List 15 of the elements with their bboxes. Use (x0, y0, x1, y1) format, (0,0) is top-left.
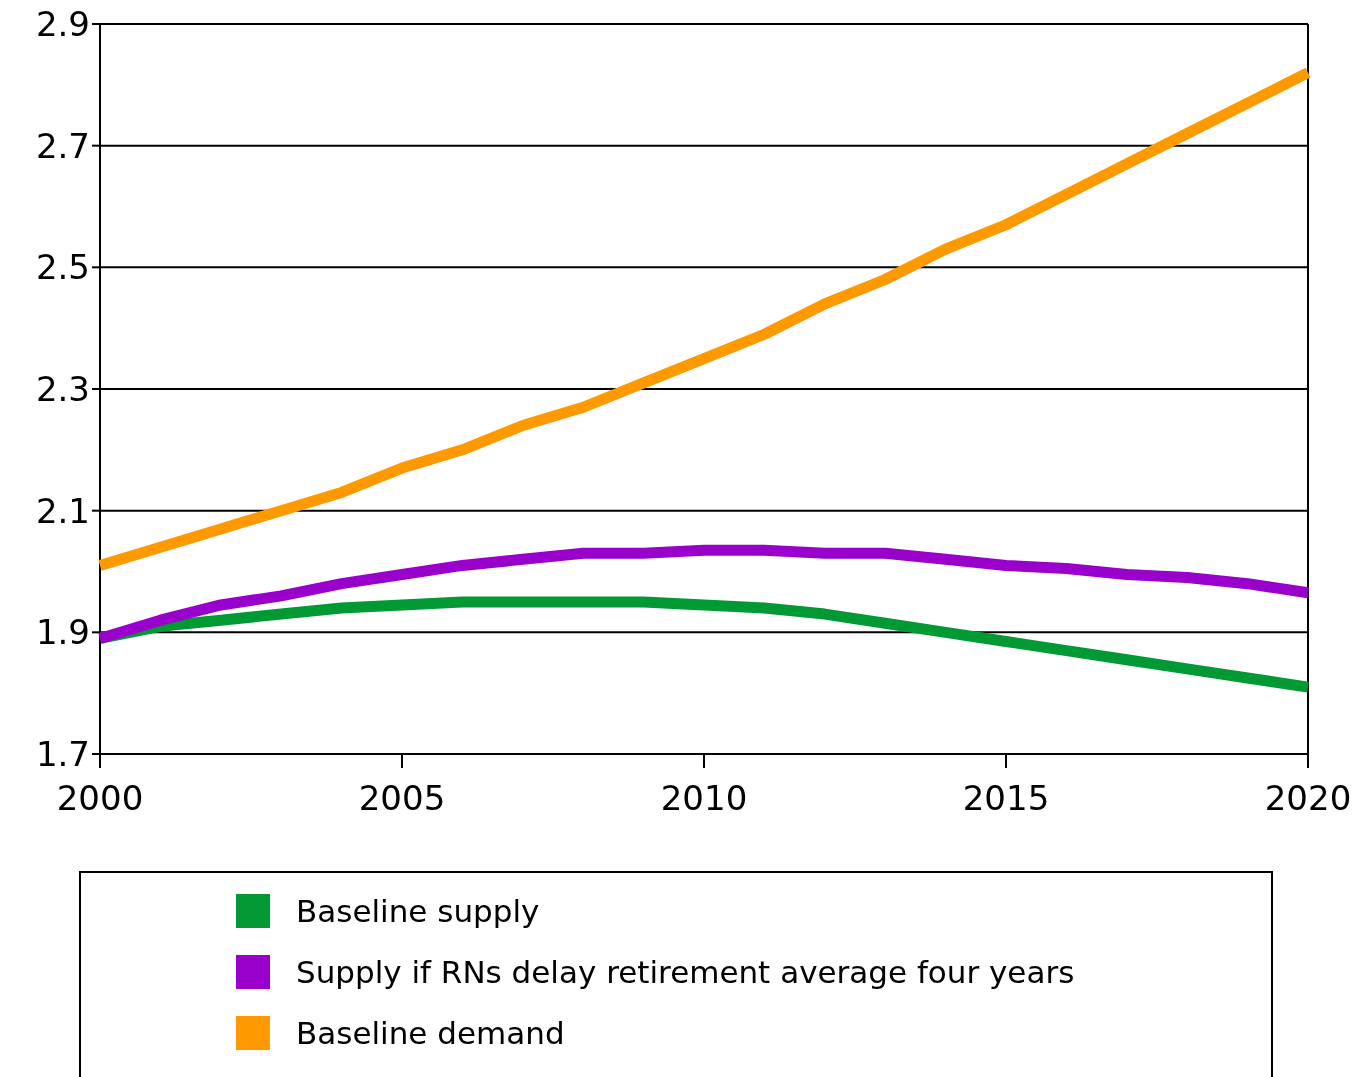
legend-label: Supply if RNs delay retirement average four years (296, 954, 1075, 990)
y-tick-label: 2.9 (35, 4, 90, 44)
y-tick-label: 1.9 (35, 612, 90, 653)
x-tick-label: 2005 (358, 778, 446, 818)
x-tick-label: 2010 (660, 778, 748, 818)
y-tick-label: 2.5 (35, 247, 90, 288)
legend-label: Baseline supply (296, 893, 540, 929)
x-tick-label: 2020 (1264, 778, 1352, 818)
y-tick-label: 2.7 (35, 125, 90, 166)
x-tick-label: 2000 (56, 778, 144, 818)
legend-label: Baseline demand (296, 1015, 565, 1051)
y-tick-label: 2.1 (35, 490, 90, 531)
y-tick-label: 1.7 (35, 734, 90, 774)
y-tick-label: 2.3 (35, 369, 90, 409)
x-tick-label: 2015 (962, 778, 1050, 818)
